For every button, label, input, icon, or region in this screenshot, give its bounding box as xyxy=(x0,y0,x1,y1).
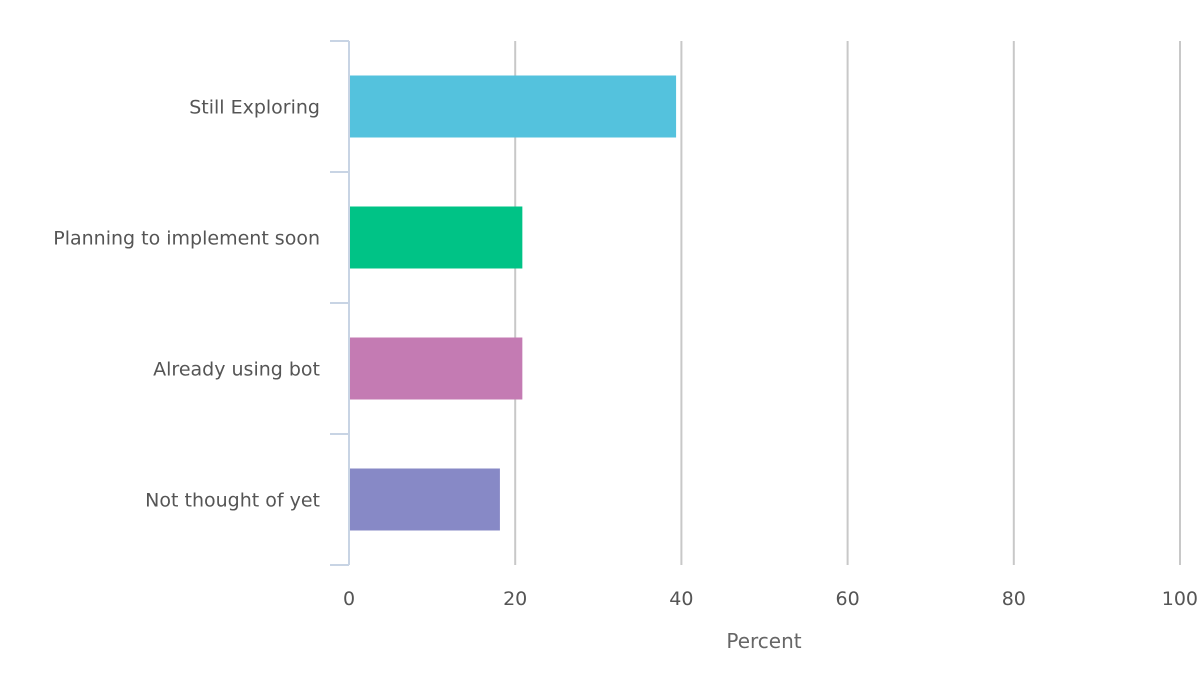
bar-planning-to-implement-soon xyxy=(349,206,523,269)
x-tick-label: 40 xyxy=(669,588,693,610)
category-labels: Still Exploring Planning to implement soo… xyxy=(53,97,320,512)
category-label: Not thought of yet xyxy=(145,490,320,512)
x-tick-label: 80 xyxy=(1002,588,1026,610)
x-tick-label: 100 xyxy=(1162,588,1198,610)
category-label: Already using bot xyxy=(153,359,320,381)
bar-not-thought-of-yet xyxy=(349,468,500,531)
bars xyxy=(349,75,677,531)
bar-already-using-bot xyxy=(349,337,523,400)
x-tick-label: 20 xyxy=(503,588,527,610)
gridlines xyxy=(514,41,1181,565)
category-label: Still Exploring xyxy=(189,97,320,119)
x-tick-label: 0 xyxy=(343,588,355,610)
x-tick-label: 60 xyxy=(836,588,860,610)
x-axis-title: Percent xyxy=(726,629,801,653)
category-axis xyxy=(330,40,350,566)
bar-still-exploring xyxy=(349,75,677,138)
category-label: Planning to implement soon xyxy=(53,228,320,250)
value-axis-tick-labels: 0 20 40 60 80 100 xyxy=(343,588,1198,610)
